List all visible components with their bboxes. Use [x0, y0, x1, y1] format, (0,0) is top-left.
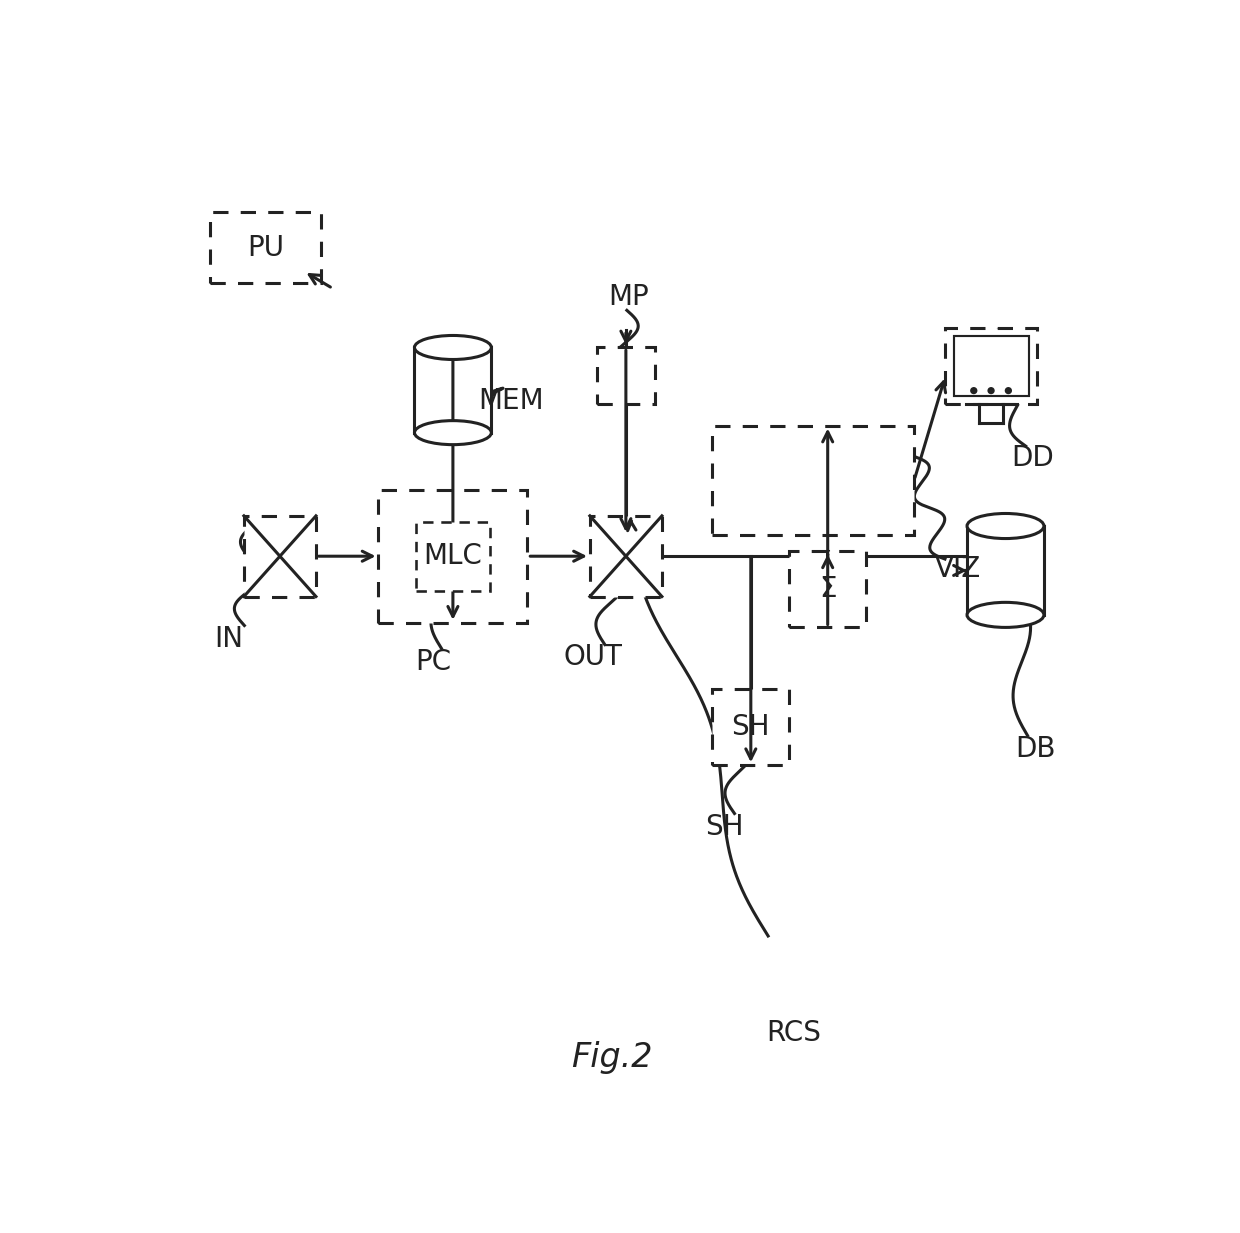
Text: MLC: MLC [424, 543, 482, 570]
Text: VIZ: VIZ [935, 556, 982, 583]
Ellipse shape [414, 335, 491, 360]
Ellipse shape [967, 513, 1044, 539]
Bar [596, 348, 655, 404]
Bar [590, 515, 662, 597]
Bar [378, 490, 527, 623]
Circle shape [987, 387, 994, 395]
Ellipse shape [967, 603, 1044, 628]
Bar [211, 212, 321, 284]
Text: DB: DB [1016, 735, 1055, 763]
Text: MP: MP [609, 284, 650, 311]
Text: PU: PU [247, 233, 284, 261]
Bar [415, 522, 490, 591]
Text: MEM: MEM [477, 387, 543, 416]
Text: Σ: Σ [818, 576, 837, 603]
Ellipse shape [414, 420, 491, 445]
Text: SH: SH [732, 713, 770, 741]
Text: IN: IN [215, 625, 243, 652]
Text: Fig.2: Fig.2 [570, 1041, 652, 1074]
Bar [967, 526, 1044, 615]
Text: SH: SH [706, 813, 744, 841]
Bar [414, 348, 491, 433]
Bar [954, 337, 1028, 396]
Text: DD: DD [1011, 444, 1054, 472]
Bar [244, 515, 316, 597]
Circle shape [1004, 387, 1012, 395]
Text: PC: PC [415, 647, 451, 676]
Bar [945, 328, 1037, 404]
Bar [712, 689, 789, 764]
Text: RCS: RCS [766, 1018, 822, 1047]
Bar [789, 551, 866, 628]
Bar [713, 425, 914, 535]
Text: OUT: OUT [564, 642, 622, 671]
Circle shape [970, 387, 977, 395]
